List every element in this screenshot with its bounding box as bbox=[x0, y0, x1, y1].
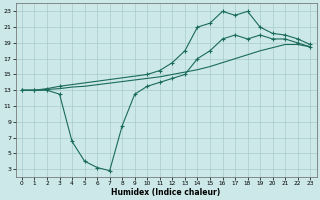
X-axis label: Humidex (Indice chaleur): Humidex (Indice chaleur) bbox=[111, 188, 221, 197]
